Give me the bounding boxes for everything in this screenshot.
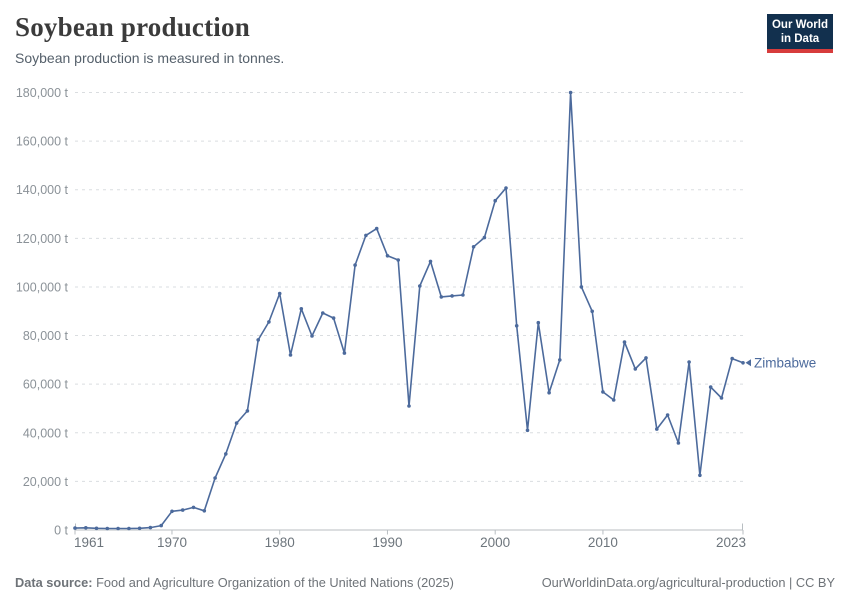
- data-point: [170, 509, 174, 514]
- owid-logo-line1: Our World: [771, 19, 828, 31]
- data-source-note: Data source: Food and Agriculture Organi…: [15, 575, 454, 590]
- data-point: [579, 285, 584, 289]
- data-point: [180, 508, 185, 512]
- data-point: [277, 291, 282, 296]
- data-point: [94, 526, 99, 531]
- data-point: [105, 526, 110, 531]
- data-point: [471, 245, 476, 249]
- data-point: [256, 338, 261, 342]
- data-point: [741, 361, 745, 365]
- chart-footer: Data source: Food and Agriculture Organi…: [15, 575, 835, 590]
- data-point: [127, 526, 131, 531]
- data-point: [611, 398, 616, 402]
- data-point: [536, 320, 541, 325]
- data-point: [396, 258, 401, 262]
- data-point: [568, 90, 573, 95]
- data-point: [676, 441, 681, 445]
- y-axis-label: 0 t: [54, 524, 68, 538]
- data-point: [245, 409, 250, 413]
- x-axis-label: 1970: [157, 535, 187, 550]
- data-point: [191, 505, 196, 510]
- data-point: [202, 509, 207, 513]
- data-point: [665, 413, 670, 417]
- data-point: [342, 351, 347, 355]
- data-point: [159, 523, 163, 528]
- data-point: [719, 396, 724, 400]
- data-point: [331, 316, 336, 320]
- data-point: [84, 526, 88, 530]
- x-axis-label: 2023: [716, 535, 746, 550]
- owid-logo-line2: in Data: [780, 33, 820, 45]
- data-point: [547, 390, 551, 395]
- entity-label-zimbabwe[interactable]: Zimbabwe: [754, 355, 816, 370]
- y-axis-label: 120,000 t: [16, 232, 69, 246]
- data-point: [514, 324, 519, 328]
- chart-subtitle: Soybean production is measured in tonnes…: [15, 50, 285, 66]
- data-point: [504, 186, 508, 190]
- data-point: [428, 259, 433, 264]
- data-point: [558, 358, 562, 362]
- owid-logo[interactable]: Our World in Data: [767, 14, 833, 53]
- data-point: [364, 233, 368, 238]
- data-point: [622, 340, 627, 344]
- x-axis-label: 1990: [372, 535, 402, 550]
- y-axis-label: 80,000 t: [23, 329, 69, 343]
- data-source-text: Food and Agriculture Organization of the…: [92, 575, 454, 590]
- data-point: [234, 421, 239, 425]
- y-axis-label: 40,000 t: [23, 426, 69, 440]
- data-point: [439, 295, 444, 299]
- data-point: [644, 356, 648, 360]
- data-point: [213, 476, 217, 480]
- data-point: [482, 235, 487, 240]
- data-point: [633, 367, 638, 371]
- x-axis-label: 1980: [265, 535, 295, 550]
- data-point: [525, 428, 530, 433]
- data-point: [601, 390, 605, 394]
- y-axis-label: 160,000 t: [16, 135, 69, 149]
- y-axis-label: 20,000 t: [23, 475, 69, 489]
- data-point: [708, 385, 713, 389]
- data-point: [224, 452, 228, 456]
- data-point: [698, 473, 702, 478]
- entity-label-arrow-icon: [745, 359, 751, 367]
- x-axis-label: 1961: [74, 535, 104, 550]
- data-point: [288, 353, 293, 357]
- data-point: [310, 334, 314, 338]
- data-point: [353, 263, 357, 267]
- data-point: [461, 293, 465, 297]
- x-axis-label: 2010: [588, 535, 618, 550]
- data-point: [116, 526, 120, 531]
- data-source-label: Data source:: [15, 575, 93, 590]
- data-point: [730, 356, 734, 361]
- data-point: [407, 404, 411, 408]
- data-point: [299, 307, 304, 311]
- chart-title: Soybean production: [15, 12, 250, 42]
- data-point: [374, 226, 379, 231]
- x-axis-label: 2000: [480, 535, 510, 550]
- owid-url-link[interactable]: OurWorldinData.org/agricultural-producti…: [541, 575, 835, 590]
- data-point: [687, 360, 691, 364]
- y-axis-label: 180,000 t: [16, 86, 69, 100]
- y-axis-label: 60,000 t: [23, 378, 69, 392]
- zimbabwe-series-line: [74, 91, 744, 530]
- data-point: [267, 320, 271, 324]
- data-point: [418, 284, 422, 288]
- data-point: [148, 525, 153, 530]
- data-point: [493, 198, 498, 203]
- data-point: [450, 294, 454, 298]
- data-point: [137, 526, 142, 531]
- data-point: [655, 427, 659, 431]
- y-axis-label: 140,000 t: [16, 183, 69, 197]
- data-point: [590, 309, 594, 314]
- data-point: [321, 311, 325, 315]
- data-point: [385, 254, 390, 258]
- y-axis-label: 100,000 t: [16, 280, 69, 294]
- data-point: [73, 526, 77, 530]
